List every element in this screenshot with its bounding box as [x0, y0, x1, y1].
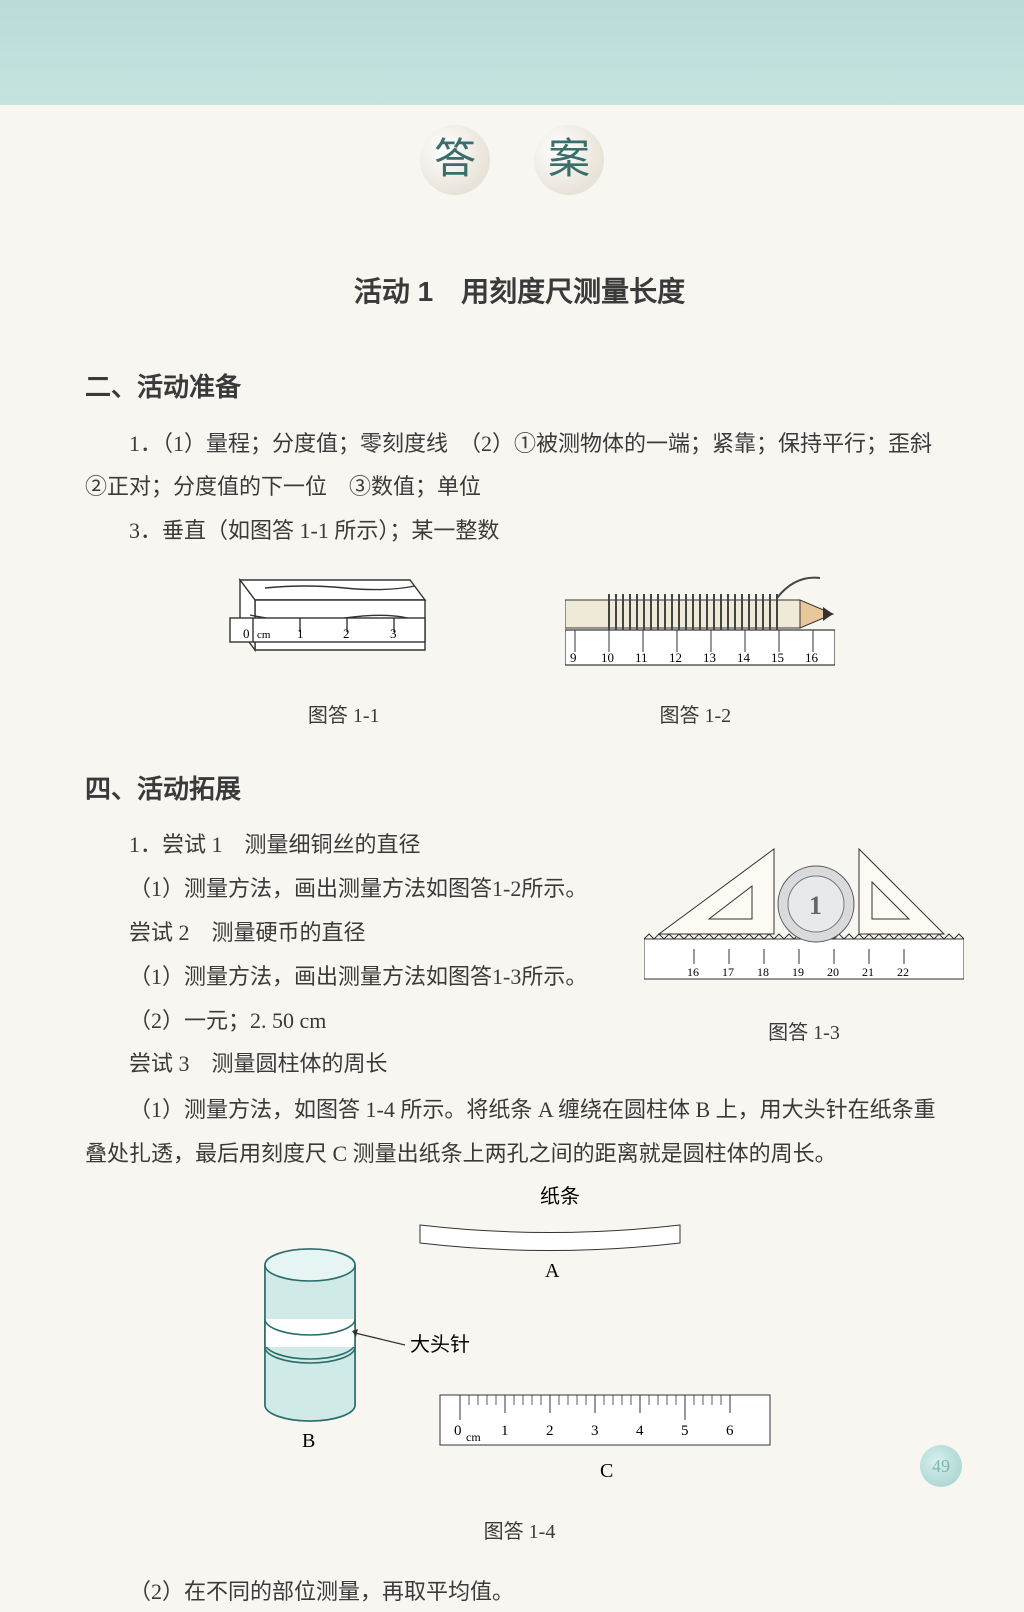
fig3-caption: 图答 1-3 [644, 1014, 964, 1052]
header-band [0, 0, 1024, 105]
fig1-tick-3: 3 [390, 626, 397, 641]
f4-t5: 5 [681, 1423, 689, 1439]
sec2-line2: ②正对；分度值的下一位 ③数值；单位 [85, 466, 954, 508]
f4-t4: 4 [636, 1423, 644, 1439]
activity-title: 活动 1 用刻度尺测量长度 [85, 265, 954, 318]
f4-unit: cm [466, 1430, 481, 1444]
fig1-caption: 图答 1-1 [308, 697, 380, 735]
title-char-1: 答 [420, 125, 490, 195]
f4-t0: 0 [454, 1423, 462, 1439]
fig4-caption: 图答 1-4 [85, 1513, 954, 1551]
title-char-2: 案 [534, 125, 604, 195]
fig2-t6: 15 [771, 650, 784, 665]
f4-C: C [600, 1460, 613, 1482]
content-area: 活动 1 用刻度尺测量长度 二、活动准备 1．（1）量程；分度值；零刻度线 （2… [0, 195, 1024, 1612]
figure-row-1: 0 cm 1 2 3 9 10 11 12 13 14 15 1 [85, 570, 954, 685]
f4-t6: 6 [726, 1423, 734, 1439]
fig2-t2: 11 [635, 650, 648, 665]
f4-t3: 3 [591, 1423, 599, 1439]
page-title-row: 答 案 [0, 125, 1024, 195]
fig2-t0: 9 [570, 650, 577, 665]
sec2-line1: 1．（1）量程；分度值；零刻度线 （2）①被测物体的一端；紧靠；保持平行；歪斜 [85, 423, 954, 465]
fig2-t5: 14 [737, 650, 751, 665]
f3-t3: 19 [792, 965, 804, 979]
fig1-tick-0: 0 [243, 626, 250, 641]
final-line: （2）在不同的部位测量，再取平均值。 [85, 1571, 954, 1612]
figure-1-3-wrap: 16 17 18 19 20 21 22 1 图答 1-3 [644, 834, 964, 1052]
f4-paper-label: 纸条 [540, 1185, 580, 1208]
f3-t2: 18 [757, 965, 769, 979]
f3-t6: 22 [897, 965, 909, 979]
f3-t1: 17 [722, 965, 734, 979]
section-4-body: 1．尝试 1 测量细铜丝的直径 （1）测量方法，画出测量方法如图答1-2所示。 … [85, 824, 954, 1085]
f3-t5: 21 [862, 965, 874, 979]
s4-l7: （1）测量方法，如图答 1-4 所示。将纸条 A 缠绕在圆柱体 B 上，用大头针… [85, 1089, 954, 1131]
fig1-tick-2: 2 [343, 626, 350, 641]
f4-A: A [545, 1260, 560, 1282]
f3-t0: 16 [687, 965, 699, 979]
figure-1-4: 纸条 A 大头针 B [240, 1185, 800, 1485]
fig2-t7: 16 [805, 650, 819, 665]
f4-B: B [302, 1430, 315, 1452]
figure-1-2: 9 10 11 12 13 14 15 16 [565, 570, 835, 685]
f4-pin: 大头针 [410, 1333, 470, 1356]
f4-t2: 2 [546, 1423, 554, 1439]
section-2-heading: 二、活动准备 [85, 363, 954, 412]
figure-1-1: 0 cm 1 2 3 [205, 570, 435, 685]
s4-l8: 叠处扎透，最后用刻度尺 C 测量出纸条上两孔之间的距离就是圆柱体的周长。 [85, 1133, 954, 1175]
figure-1-4-wrap: 纸条 A 大头针 B [85, 1185, 954, 1551]
coin-label: 1 [809, 891, 822, 920]
fig1-unit: cm [257, 629, 271, 641]
fig2-t3: 12 [669, 650, 682, 665]
section-4-heading: 四、活动拓展 [85, 765, 954, 814]
sec2-line3: 3．垂直（如图答 1-1 所示）；某一整数 [85, 510, 954, 552]
fig2-t4: 13 [703, 650, 716, 665]
fig2-t1: 10 [601, 650, 614, 665]
fig1-tick-1: 1 [297, 626, 304, 641]
f4-t1: 1 [501, 1423, 509, 1439]
figure-caption-row-1: 图答 1-1 图答 1-2 [85, 691, 954, 735]
page-number: 49 [920, 1445, 962, 1487]
fig2-caption: 图答 1-2 [660, 697, 732, 735]
f3-t4: 20 [827, 965, 839, 979]
figure-1-3: 16 17 18 19 20 21 22 1 [644, 834, 964, 994]
